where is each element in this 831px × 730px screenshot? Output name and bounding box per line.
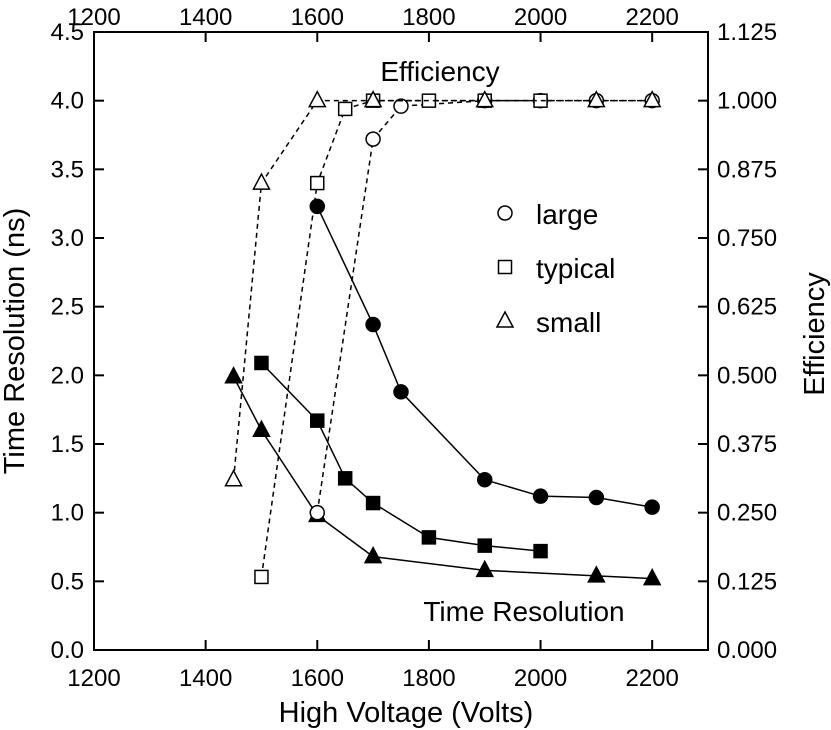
data-point: [477, 538, 492, 553]
data-point: [363, 546, 383, 564]
data-point: [254, 355, 269, 371]
y-right-tick-label: 0.625: [717, 294, 777, 321]
x-tick-label-bottom: 1600: [291, 665, 344, 692]
data-point: [475, 559, 494, 578]
y-left-tick-label: 0.0: [51, 637, 84, 664]
x-axis-title: High Voltage (Volts): [279, 697, 534, 729]
y-right-tick-label: 1.000: [717, 88, 777, 115]
data-point: [224, 366, 243, 384]
x-tick-label-bottom: 2000: [514, 665, 567, 692]
y-left-tick-label: 4.0: [51, 88, 84, 115]
series-line: [316, 206, 653, 508]
data-point: [310, 413, 325, 428]
data-point: [365, 131, 381, 147]
y-left-tick-label: 1.5: [51, 431, 84, 458]
x-tick-label-bottom: 1400: [179, 665, 232, 692]
y-axis-left-title: Time Resolution (ns): [0, 208, 31, 474]
data-point: [393, 98, 409, 114]
data-point: [254, 569, 269, 585]
y-left-tick-label: 1.0: [51, 500, 84, 527]
data-point: [533, 543, 548, 559]
series-line: [232, 376, 653, 580]
x-tick-label-top: 1400: [179, 4, 232, 31]
data-point: [532, 488, 549, 504]
legend-marker-large: [497, 205, 513, 221]
data-point: [475, 90, 494, 108]
series-time-resolution-large: [309, 198, 660, 515]
legend-label-large: large: [536, 199, 598, 230]
data-point: [309, 198, 326, 215]
data-point: [587, 90, 606, 108]
data-point: [365, 316, 381, 333]
data-point: [224, 469, 243, 487]
data-point: [393, 384, 409, 400]
data-point: [642, 90, 662, 108]
x-tick-label-top: 1800: [402, 4, 455, 31]
legend-label-small: small: [536, 307, 601, 338]
data-point: [642, 567, 662, 586]
y-right-tick-label: 0.375: [717, 431, 777, 458]
x-tick-label-bottom: 1200: [67, 665, 120, 692]
data-point: [476, 471, 493, 488]
y-left-tick-label: 3.5: [51, 156, 84, 183]
data-point: [421, 530, 437, 545]
data-point: [309, 504, 326, 521]
data-point: [308, 90, 327, 108]
y-right-tick-label: 0.750: [717, 225, 777, 252]
series-line: [260, 99, 541, 578]
y-right-tick-label: 0.125: [717, 568, 777, 595]
series-line: [316, 99, 653, 513]
data-point: [587, 565, 606, 583]
y-left-tick-label: 4.5: [51, 19, 84, 46]
legend: large typical small: [495, 199, 615, 338]
data-point: [310, 175, 325, 191]
data-point: [252, 419, 271, 438]
data-point: [252, 172, 271, 190]
x-tick-label-bottom: 2200: [625, 665, 678, 692]
legend-label-typical: typical: [536, 253, 615, 284]
series-efficiency-small: [224, 90, 662, 487]
efficiency-annotation: Efficiency: [380, 56, 499, 87]
y-left-tick-label: 2.0: [51, 362, 84, 389]
data-point: [337, 471, 353, 486]
y-right-tick-label: 1.125: [717, 19, 777, 46]
time-resolution-annotation: Time Resolution: [423, 596, 624, 627]
data-point: [363, 90, 383, 108]
plot-frame: [93, 31, 709, 651]
data-point: [337, 101, 353, 117]
y-left-tick-label: 3.0: [51, 225, 84, 252]
tick-labels: 1200 1200 1400 1400 1600 1600 1800 1800 2000 2000…: [51, 4, 777, 692]
data-point: [588, 489, 605, 506]
data-point: [365, 495, 381, 511]
y-right-tick-label: 0.000: [717, 637, 777, 664]
y-right-tick-label: 0.250: [717, 500, 777, 527]
x-tick-label-top: 1600: [291, 4, 344, 31]
series-line: [232, 99, 653, 480]
series-time-resolution-small: [224, 366, 662, 586]
y-left-tick-label: 2.5: [51, 294, 84, 321]
legend-marker-small: [495, 310, 515, 328]
data-point: [644, 499, 660, 515]
ticks: [93, 31, 708, 651]
series-layer: [224, 90, 662, 586]
y-axis-right-title: Efficiency: [799, 272, 831, 396]
x-tick-label-top: 2000: [514, 4, 567, 31]
x-tick-label-top: 2200: [625, 4, 678, 31]
x-tick-label-bottom: 1800: [402, 665, 455, 692]
y-left-tick-label: 0.5: [51, 568, 84, 595]
y-right-tick-label: 0.875: [717, 156, 777, 183]
legend-marker-typical: [497, 259, 513, 275]
y-right-tick-label: 0.500: [717, 362, 777, 389]
series-efficiency-typical: [254, 93, 548, 585]
series-efficiency-large: [309, 92, 660, 521]
series-time-resolution-typical: [254, 355, 548, 559]
x-tick-label-top: 1200: [67, 4, 120, 31]
